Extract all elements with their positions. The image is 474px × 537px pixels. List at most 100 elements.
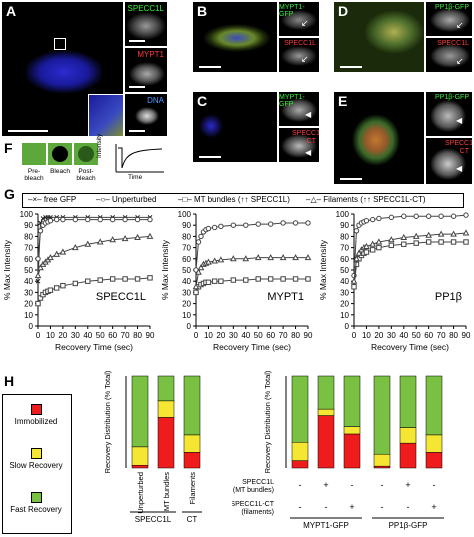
bar-segment — [373, 375, 391, 455]
bar-segment — [131, 446, 149, 466]
data-point — [134, 276, 141, 282]
sign-label: - — [381, 480, 384, 490]
data-point — [450, 213, 457, 219]
bar-segment — [425, 375, 443, 436]
data-point — [413, 213, 419, 219]
data-point — [267, 221, 274, 227]
data-point — [47, 254, 54, 261]
data-point — [463, 212, 469, 218]
legend-h — [2, 394, 72, 534]
panel-b-mypt1-image: MYPT1-GFP ↙ — [279, 2, 319, 36]
bar-segment — [131, 375, 149, 448]
triangle-marker-icon: –△– — [306, 195, 322, 204]
x-tick-label: 40 — [241, 331, 250, 340]
y-tick-label: 40 — [24, 277, 33, 286]
data-point — [121, 234, 129, 242]
y-tick-label: 0 — [29, 322, 34, 331]
data-point — [292, 220, 299, 226]
category-label: Unperturbed — [136, 472, 145, 514]
sign-label: + — [405, 480, 410, 490]
bar-segment — [157, 417, 175, 469]
inset-box — [54, 38, 66, 50]
x-tick-label: 90 — [462, 331, 471, 340]
y-tick-label: 10 — [182, 311, 191, 320]
x-tick-label: 90 — [146, 331, 155, 340]
data-point — [53, 285, 60, 291]
arrow-icon: ↙ — [301, 54, 309, 64]
x-tick-label: 50 — [254, 331, 263, 340]
data-point — [205, 258, 212, 265]
x-tick-label: 50 — [96, 331, 105, 340]
x-tick-label: 30 — [387, 331, 396, 340]
step-label: Post-bleach — [76, 168, 96, 182]
panel-letter-d: D — [338, 3, 349, 19]
legend-label: MT bundles (↑↑ SPECC1L) — [193, 195, 290, 204]
panel-d-pp1b-image: PP1β-GFP ↙ — [426, 2, 472, 36]
data-point — [243, 277, 249, 283]
data-point — [37, 228, 44, 234]
data-point — [353, 255, 360, 262]
bar-segment — [317, 375, 335, 410]
recovery-distribution-chart-phosphatase: Recovery Distribution (% Total) SPECC1L(M… — [232, 370, 444, 530]
y-tick-label: 20 — [182, 300, 191, 309]
y-tick-label: 50 — [340, 266, 349, 275]
x-marker-icon: –×– — [28, 195, 42, 204]
bar-segment — [183, 434, 201, 453]
y-tick-label: 90 — [340, 221, 349, 230]
legend-g-item: –□– MT bundles (↑↑ SPECC1L) — [178, 195, 290, 204]
x-axis-label: Recovery Time (sec) — [213, 342, 291, 352]
bar-segment — [317, 408, 335, 416]
data-point — [412, 232, 420, 239]
recovery-distribution-chart-specc1l: Recovery Distribution (% Total) Unperturb… — [103, 370, 202, 524]
data-point — [35, 278, 41, 284]
y-axis-label: % Max Intensity — [318, 239, 328, 300]
scale-bar — [129, 130, 145, 132]
arrowhead-icon: ◀ — [305, 110, 312, 119]
x-tick-label: 10 — [362, 331, 371, 340]
y-axis-label: % Max Intensity — [160, 239, 170, 300]
data-point — [401, 213, 407, 219]
data-point — [387, 236, 395, 243]
x-tick-label: 60 — [266, 331, 275, 340]
group-label: PP1β-GFP — [389, 521, 428, 530]
row-label: (MT bundles) — [233, 487, 274, 494]
x-tick-label: 30 — [71, 331, 80, 340]
data-point — [463, 239, 469, 245]
data-point — [305, 220, 311, 226]
chart-title: MYPT1 — [267, 291, 304, 303]
data-point — [401, 241, 407, 247]
series-line — [353, 232, 467, 282]
data-point — [376, 215, 382, 222]
data-point — [375, 238, 383, 245]
y-tick-label: 30 — [182, 288, 191, 297]
panel-letter-b: B — [197, 3, 208, 19]
data-point — [109, 216, 116, 223]
data-point — [34, 271, 42, 279]
data-point — [355, 249, 363, 256]
legend-swatch — [31, 404, 42, 415]
panel-b-merge-image: B — [193, 2, 277, 72]
y-tick-label: 80 — [340, 232, 349, 241]
scale-bar — [199, 66, 221, 68]
data-point — [376, 244, 382, 251]
data-point — [53, 250, 61, 257]
data-point — [72, 216, 79, 223]
data-point — [369, 247, 376, 253]
bar-segment — [373, 465, 391, 469]
row-label: SPECC1L-CT — [232, 501, 275, 508]
data-point — [267, 276, 274, 282]
bar-segment — [291, 460, 309, 469]
bar-segment — [399, 427, 417, 444]
bleach-square — [48, 143, 72, 165]
x-tick-label: 0 — [194, 331, 199, 340]
data-point — [425, 213, 432, 219]
y-tick-label: 60 — [182, 255, 191, 264]
data-point — [96, 238, 104, 245]
legend-g-item: –○– Unperturbed — [96, 195, 156, 204]
x-tick-label: 40 — [83, 331, 92, 340]
panel-c-mypt1-image: MYPT1-GFP ◀ — [279, 92, 319, 126]
y-tick-label: 80 — [24, 232, 33, 241]
x-tick-label: 0 — [36, 331, 41, 340]
data-point — [229, 255, 237, 262]
